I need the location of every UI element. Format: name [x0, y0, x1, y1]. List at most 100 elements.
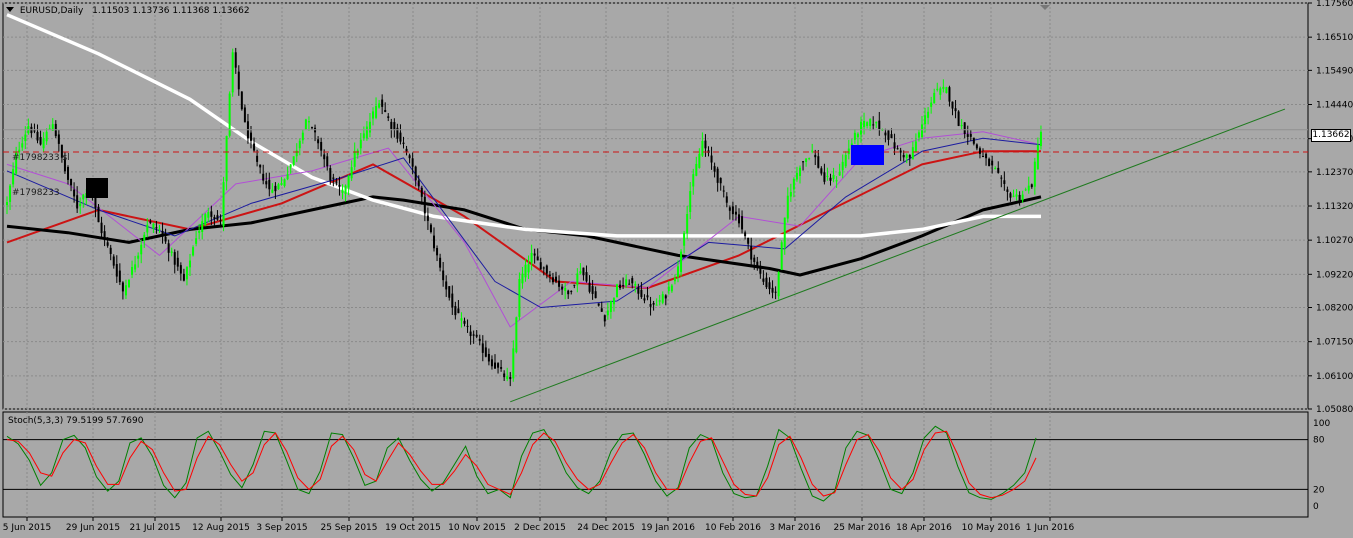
candle-body — [335, 181, 338, 183]
candle-body — [182, 273, 185, 281]
candle-body — [799, 167, 801, 176]
candle-body — [911, 147, 914, 160]
candle-body — [228, 93, 231, 136]
candle-body — [347, 176, 350, 188]
candle-body — [121, 282, 124, 292]
candle-body — [606, 310, 609, 316]
candle-body — [12, 169, 15, 185]
candle-body — [576, 273, 579, 286]
candle-body — [243, 107, 246, 123]
candle-body — [539, 262, 542, 270]
triangle-down-icon[interactable] — [6, 7, 14, 12]
x-tick-label-11: 10 Feb 2016 — [705, 523, 761, 533]
stoch-signal-line — [6, 430, 1037, 499]
ma-black-line — [6, 195, 1042, 277]
candle-body — [341, 189, 344, 193]
black-marker-box — [86, 178, 108, 198]
blue-marker-box — [851, 145, 884, 165]
candle-body — [414, 166, 417, 181]
candle-body — [439, 257, 442, 268]
candle-body — [1009, 193, 1012, 198]
candle-body — [109, 247, 112, 254]
candle-body — [112, 256, 115, 266]
candle-body — [405, 148, 408, 153]
candle-body — [253, 143, 256, 151]
candle-body — [725, 196, 728, 203]
candle-body — [963, 122, 966, 134]
y-tick-label-3: 1.14440 — [1316, 101, 1353, 111]
candle-body — [768, 282, 771, 290]
stoch-y-label-1: 80 — [1313, 436, 1325, 446]
candle-body — [670, 285, 673, 292]
candle-body — [527, 264, 530, 273]
ohlc-values: 1.11503 1.13736 1.11368 1.13662 — [92, 6, 250, 16]
candle-body — [991, 160, 994, 166]
candle-body — [500, 367, 503, 369]
stoch-label: Stoch(5,3,3) 79.5199 57.7690 — [8, 416, 143, 426]
candle-body — [100, 222, 103, 234]
candle-body — [939, 88, 942, 95]
candle-body — [219, 220, 222, 222]
candle-body — [323, 154, 326, 160]
candle-body — [521, 273, 524, 284]
candle-body — [445, 281, 448, 290]
candle-body — [704, 140, 707, 149]
order-label-sl-text: #1798233 sl — [12, 153, 70, 163]
candle-body — [728, 207, 731, 211]
candle-body — [283, 179, 286, 186]
stoch-y-label-0: 100 — [1313, 419, 1330, 429]
stoch-y-label-2: 20 — [1313, 485, 1325, 495]
candle-body — [863, 120, 866, 128]
current-price-tag: 1.13662 — [1311, 129, 1351, 142]
candle-body — [423, 196, 426, 214]
candle-body — [24, 134, 27, 142]
candle-body — [448, 286, 451, 298]
candle-body — [625, 279, 628, 286]
y-tick-label-0: 1.17560 — [1316, 0, 1353, 9]
candle-body — [533, 253, 536, 256]
candle-body — [231, 52, 234, 93]
candle-body — [829, 177, 832, 181]
candle-body — [710, 155, 713, 163]
candle-body — [771, 287, 774, 293]
candle-body — [1006, 189, 1009, 192]
candle-body — [597, 303, 600, 306]
candle-body — [420, 187, 423, 197]
candle-body — [942, 86, 945, 89]
candle-body — [146, 224, 149, 233]
candle-body — [463, 320, 466, 324]
candle-body — [542, 267, 545, 269]
order-label-sl: #1798233 sl — [12, 153, 70, 163]
candle-body — [378, 103, 381, 108]
stoch-y-label-3: 0 — [1313, 502, 1319, 512]
candle-body — [634, 283, 637, 286]
candle-body — [551, 277, 554, 283]
candle-body — [1012, 195, 1015, 197]
candle-body — [716, 168, 719, 183]
candle-body — [384, 109, 387, 113]
candle-body — [1039, 131, 1042, 147]
candle-body — [503, 373, 506, 378]
candle-body — [164, 236, 167, 242]
candle-body — [426, 215, 429, 221]
candle-body — [487, 353, 490, 362]
candle-body — [274, 185, 277, 192]
candle-body — [33, 130, 36, 132]
candle-body — [969, 134, 972, 137]
candle-body — [509, 377, 512, 380]
candle-body — [481, 343, 484, 353]
candle-body — [994, 168, 997, 170]
candle-body — [930, 102, 933, 107]
candle-body — [658, 300, 661, 302]
candle-body — [192, 247, 195, 256]
candle-body — [271, 189, 274, 193]
candle-body — [555, 276, 557, 282]
candle-body — [338, 185, 341, 187]
stoch-main-line — [6, 425, 1037, 502]
candle-body — [36, 131, 39, 141]
candle-body — [948, 87, 951, 102]
candle-body — [204, 214, 207, 226]
candle-body — [914, 141, 917, 152]
